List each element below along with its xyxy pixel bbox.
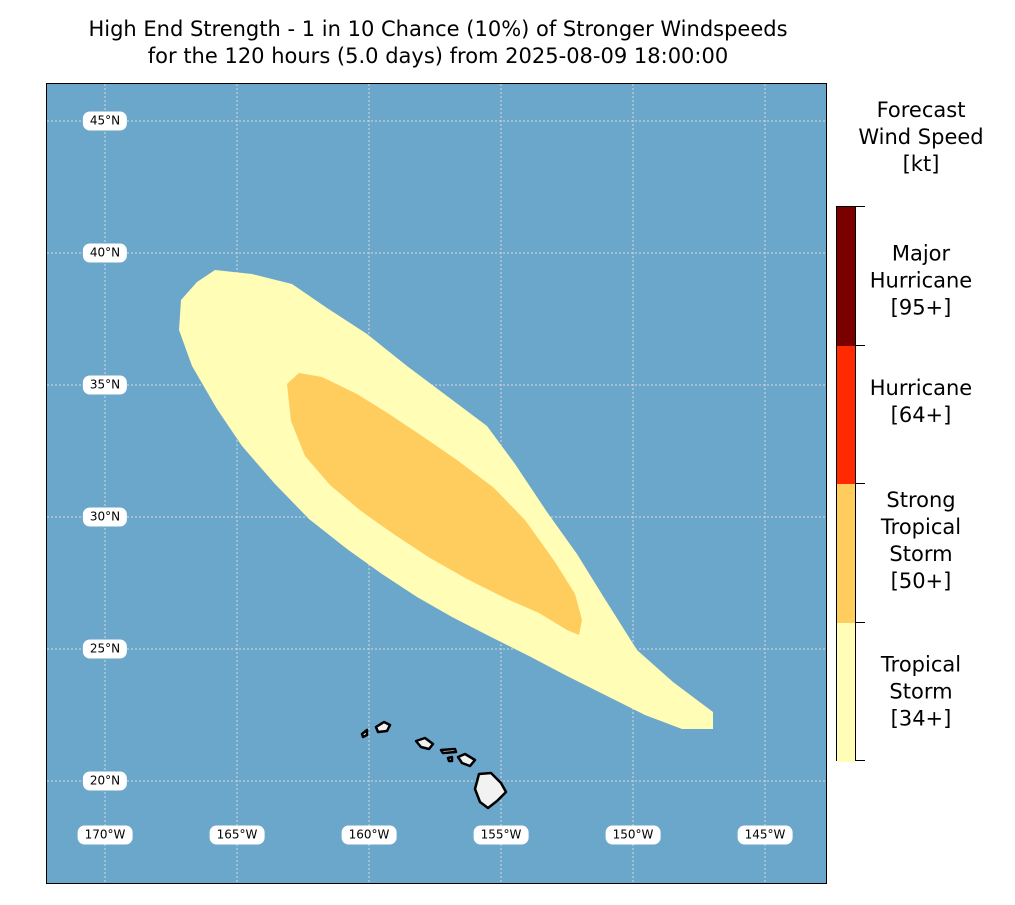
lon-label-155: 155°W (473, 825, 529, 845)
island-niihau (360, 728, 369, 739)
legend-label-strong-tropical-storm: Strong Tropical Storm [50+] (838, 487, 1004, 595)
chart-title: High End Strength - 1 in 10 Chance (10%)… (0, 16, 876, 70)
colorbar-segment-hurricane (837, 346, 855, 484)
lat-label-40: 40°N (82, 243, 128, 263)
legend-title-line-1: Forecast (876, 98, 966, 122)
title-line-2: for the 120 hours (5.0 days) from 2025-0… (147, 44, 729, 68)
lat-label-30: 30°N (82, 507, 128, 527)
island-maui (456, 752, 477, 768)
island-kauai (374, 720, 392, 734)
legend-label-line: Storm (889, 542, 953, 566)
colorbar-segment-strong-tropical-storm (837, 484, 855, 623)
island-oahu (414, 736, 435, 751)
legend-label-line: Strong (886, 488, 956, 512)
island-hawaii (473, 771, 508, 810)
legend-label-line: Storm (889, 679, 953, 704)
lat-label-25: 25°N (82, 639, 128, 659)
legend-label-line: Major (891, 241, 951, 266)
colorbar-tick (856, 760, 865, 761)
lon-label-160: 160°W (341, 825, 397, 845)
legend-title-line-2: Wind Speed (858, 125, 984, 149)
legend-label-line: [64+] (890, 403, 952, 427)
legend-label-line: Hurricane (869, 268, 973, 293)
legend-title-line-3: [kt] (902, 152, 940, 176)
legend-label-major-hurricane: Major Hurricane [95+] (838, 241, 1004, 322)
legend-label-line: Hurricane (869, 376, 973, 400)
lat-label-35: 35°N (82, 375, 128, 395)
colorbar-tick (856, 206, 865, 207)
lon-label-150: 150°W (605, 825, 661, 845)
legend-title: Forecast Wind Speed [kt] (838, 97, 1004, 178)
lat-label-20: 20°N (82, 771, 128, 791)
map-canvas (47, 84, 826, 883)
wind-swath-strong-tropical-storm (287, 373, 582, 635)
colorbar-segment-tropical-storm (837, 623, 855, 762)
lat-label-45: 45°N (82, 111, 128, 131)
legend-label-line: [34+] (890, 706, 952, 731)
lon-label-170: 170°W (77, 825, 133, 845)
map-panel[interactable]: 45°N 40°N 35°N 30°N 25°N 20°N 170°W 165°… (46, 83, 827, 884)
legend-label-line: [95+] (890, 295, 952, 320)
island-lanai (446, 755, 454, 763)
colorbar (836, 206, 856, 762)
legend-label-hurricane: Hurricane [64+] (838, 375, 1004, 429)
colorbar-tick (856, 622, 865, 623)
title-line-1: High End Strength - 1 in 10 Chance (10%)… (88, 17, 788, 41)
legend-label-tropical-storm: Tropical Storm [34+] (838, 652, 1004, 733)
colorbar-tick (856, 483, 865, 484)
colorbar-segment-major-hurricane (837, 207, 855, 346)
hawaiian-islands (360, 720, 508, 810)
colorbar-tick (856, 345, 865, 346)
lon-label-145: 145°W (737, 825, 793, 845)
legend-label-line: Tropical (880, 652, 962, 677)
legend-label-line: Tropical (880, 515, 962, 539)
island-molokai (439, 747, 458, 755)
legend-label-line: [50+] (890, 569, 952, 593)
lon-label-165: 165°W (209, 825, 265, 845)
